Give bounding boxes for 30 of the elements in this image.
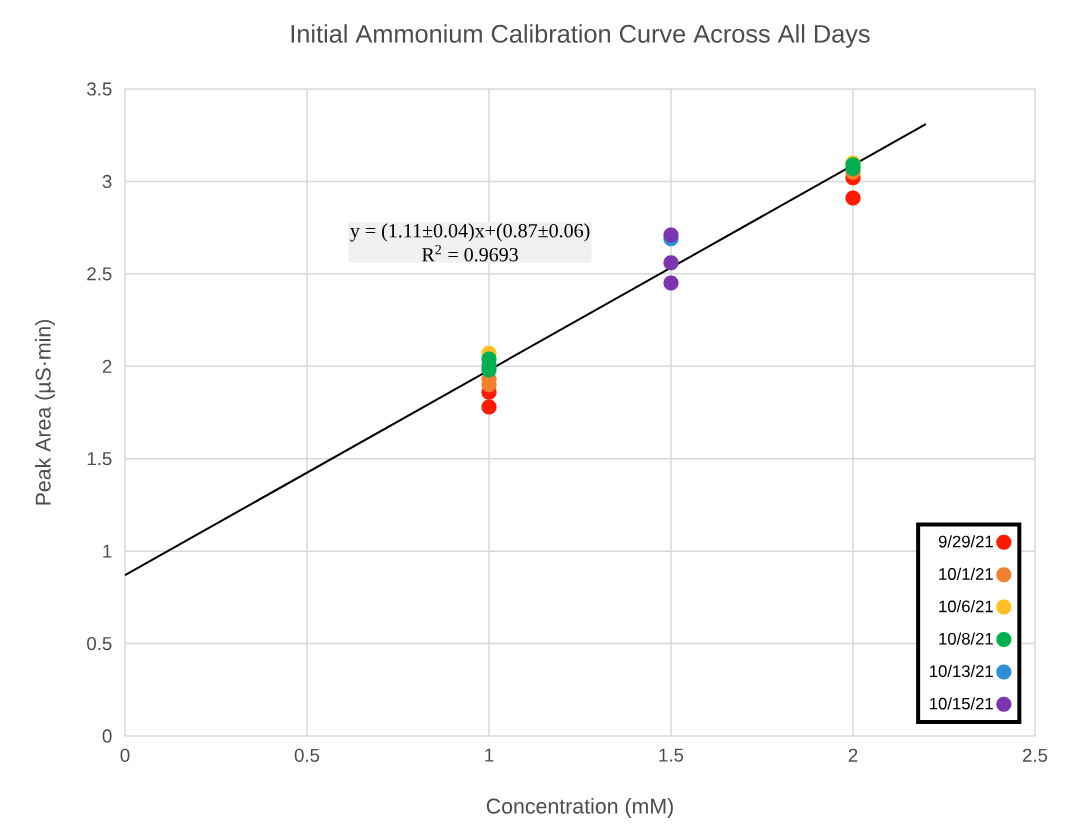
point [845,190,861,206]
y-axis-title: Peak Area (µS·min) [35,319,55,505]
point [481,399,497,415]
y-tick-label: 0.5 [87,636,112,651]
y-tick-label: 0 [102,729,112,743]
x-tick-label: 1.5 [659,748,684,762]
legend-label: 10/15/21 [930,697,993,710]
legend-label: 10/6/21 [939,600,993,613]
x-tick-label: 1 [485,748,494,762]
annotation: R$^{2}$ = 0.9693 [422,244,518,262]
y-tick-label: 1 [103,544,112,558]
x-tick-label: 0.5 [294,748,320,762]
x-tick-label: 2 [848,748,858,762]
point [663,255,679,271]
point [663,275,679,291]
y-tick-label: 2 [102,359,112,373]
y-tick-label: 3.5 [87,82,112,96]
point [663,227,679,243]
x-axis-title: Concentration (mM) [486,798,673,818]
legend-label: 9/29/21 [938,535,993,548]
y-tick-label: 1.5 [87,452,112,466]
y-tick-label: 3 [102,174,112,189]
x-tick-label: 2.5 [1022,748,1048,762]
x-tick-label: 0 [120,748,130,762]
chart-title: Initial Ammonium Calibration Curve Across All Days [291,24,870,48]
annotation: y = (1.11±0.04)x+(0.87±0.06) [350,223,590,242]
legend-label: 10/1/21 [939,567,993,580]
y-tick-label: 2.5 [87,267,112,281]
legend-label: 10/13/21 [930,664,993,678]
legend-label: 10/8/21 [939,632,993,645]
